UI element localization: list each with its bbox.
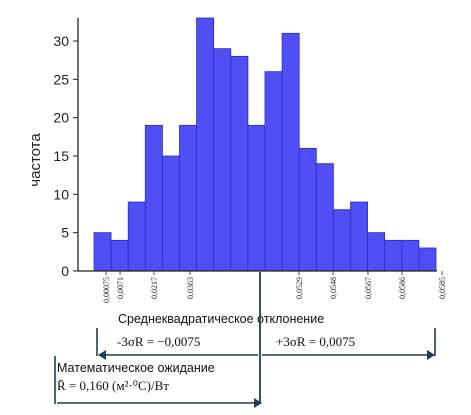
x-axis: 0,00075 0,0071 0,0217 0,0363 0,0529 0,0548 0,0… bbox=[78, 270, 447, 303]
bar bbox=[179, 124, 198, 272]
y-tick-label: 30 bbox=[53, 33, 69, 49]
bar bbox=[401, 239, 420, 272]
x-tick-label: 0,00075 bbox=[102, 277, 111, 303]
mean-label: Математическое ожидание bbox=[57, 361, 215, 375]
bars bbox=[93, 17, 437, 272]
bar bbox=[144, 124, 163, 272]
bar bbox=[367, 232, 386, 272]
bar bbox=[127, 201, 146, 272]
plus-sigma-arrowhead bbox=[427, 350, 435, 360]
bar bbox=[264, 71, 283, 272]
bar bbox=[196, 17, 215, 272]
y-axis-label: частота bbox=[27, 133, 44, 187]
bar bbox=[230, 55, 249, 272]
bar bbox=[384, 239, 403, 272]
bar bbox=[418, 247, 437, 272]
x-tick-label: 0,0363 bbox=[186, 277, 195, 299]
bar bbox=[350, 201, 369, 272]
mean-arrowhead bbox=[254, 398, 262, 408]
y-tick-label: 0 bbox=[61, 263, 69, 279]
bar bbox=[213, 48, 232, 272]
std-deviation-label: Среднеквадратическое отклонение bbox=[118, 312, 324, 326]
y-tick-label: 5 bbox=[61, 225, 69, 241]
y-tick-label: 20 bbox=[53, 110, 69, 126]
x-tick-label: 0,0585 bbox=[438, 277, 447, 299]
minus-sigma-arrowhead bbox=[98, 350, 106, 360]
x-tick-label: 0,0586 bbox=[398, 277, 407, 299]
x-tick-label: 0,0217 bbox=[150, 277, 159, 299]
bar bbox=[332, 209, 351, 272]
bar bbox=[281, 32, 300, 272]
annotations: Среднеквадратическое отклонение -3σR = −… bbox=[54, 272, 436, 408]
bar bbox=[247, 124, 266, 272]
y-axis: 0 5 10 15 20 25 30 bbox=[53, 18, 79, 279]
y-tick-label: 25 bbox=[53, 71, 69, 87]
plus-three-sigma-label: +3σR = 0,0075 bbox=[276, 334, 355, 349]
y-tick-label: 10 bbox=[53, 186, 69, 202]
x-tick-label: 0,0529 bbox=[295, 277, 304, 299]
annotation-arrows bbox=[54, 272, 436, 408]
bar bbox=[110, 239, 129, 272]
bar bbox=[298, 147, 317, 272]
bar bbox=[315, 163, 334, 272]
bar bbox=[161, 155, 180, 272]
bar bbox=[93, 232, 112, 272]
x-tick-label: 0,0567 bbox=[364, 277, 373, 299]
x-tick-label: 0,0548 bbox=[329, 277, 338, 299]
y-tick-label: 15 bbox=[53, 148, 69, 164]
mean-value-label: R̄ = 0,160 (м²·⁰С)/Вт bbox=[57, 378, 169, 393]
x-tick-label: 0,0071 bbox=[116, 277, 125, 299]
minus-three-sigma-label: -3σR = −0,0075 bbox=[117, 334, 200, 349]
